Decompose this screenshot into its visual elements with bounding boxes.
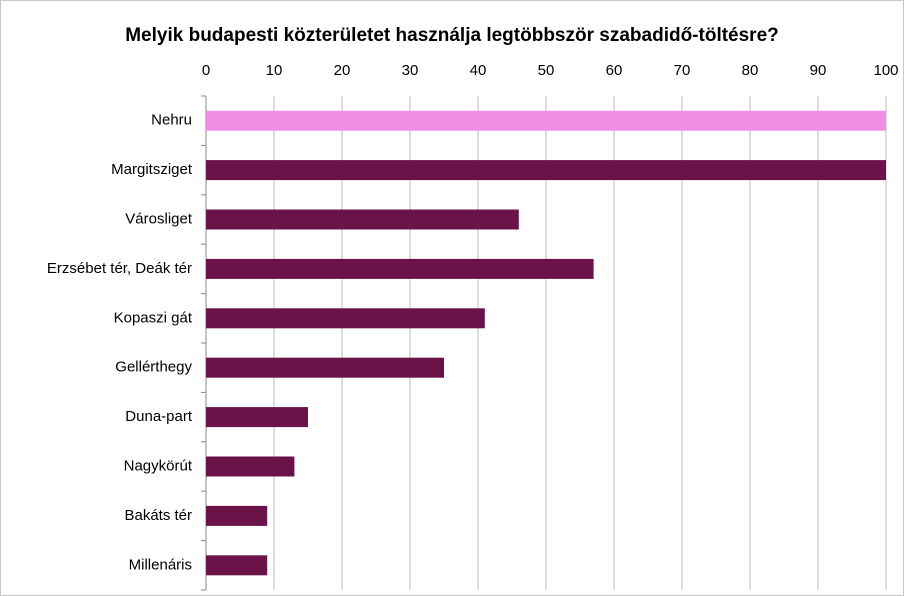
bar xyxy=(206,505,268,526)
bar xyxy=(206,110,886,131)
x-tick-label: 90 xyxy=(810,62,827,79)
chart-title: Melyik budapesti közterületet használja … xyxy=(125,25,779,46)
bar xyxy=(206,407,308,428)
y-tick-label: Erzsébet tér, Deák tér xyxy=(47,260,192,277)
x-tick-label: 80 xyxy=(742,62,759,79)
y-tick-label: Margitsziget xyxy=(111,161,193,178)
x-tick-label: 60 xyxy=(606,62,623,79)
y-tick-label: Városliget xyxy=(125,210,193,227)
bar xyxy=(206,555,268,576)
x-tick-label: 100 xyxy=(873,62,898,79)
bar xyxy=(206,160,886,181)
bar xyxy=(206,456,295,477)
bar xyxy=(206,308,485,329)
y-tick-label: Duna-part xyxy=(125,408,193,425)
x-tick-label: 0 xyxy=(202,62,210,79)
y-tick-label: Millenáris xyxy=(129,556,192,573)
x-tick-label: 50 xyxy=(538,62,555,79)
y-tick-label: Nehru xyxy=(151,112,192,129)
y-tick-label: Bakáts tér xyxy=(124,507,192,524)
x-tick-label: 70 xyxy=(674,62,691,79)
bar xyxy=(206,357,444,378)
y-tick-label: Nagykörút xyxy=(124,457,193,474)
x-tick-label: 40 xyxy=(470,62,487,79)
y-tick-label: Kopaszi gát xyxy=(114,309,193,326)
x-tick-label: 10 xyxy=(266,62,283,79)
x-tick-label: 30 xyxy=(402,62,419,79)
y-tick-label: Gellérthegy xyxy=(115,359,192,376)
bar xyxy=(206,258,594,279)
x-tick-label: 20 xyxy=(334,62,351,79)
bar xyxy=(206,209,519,230)
